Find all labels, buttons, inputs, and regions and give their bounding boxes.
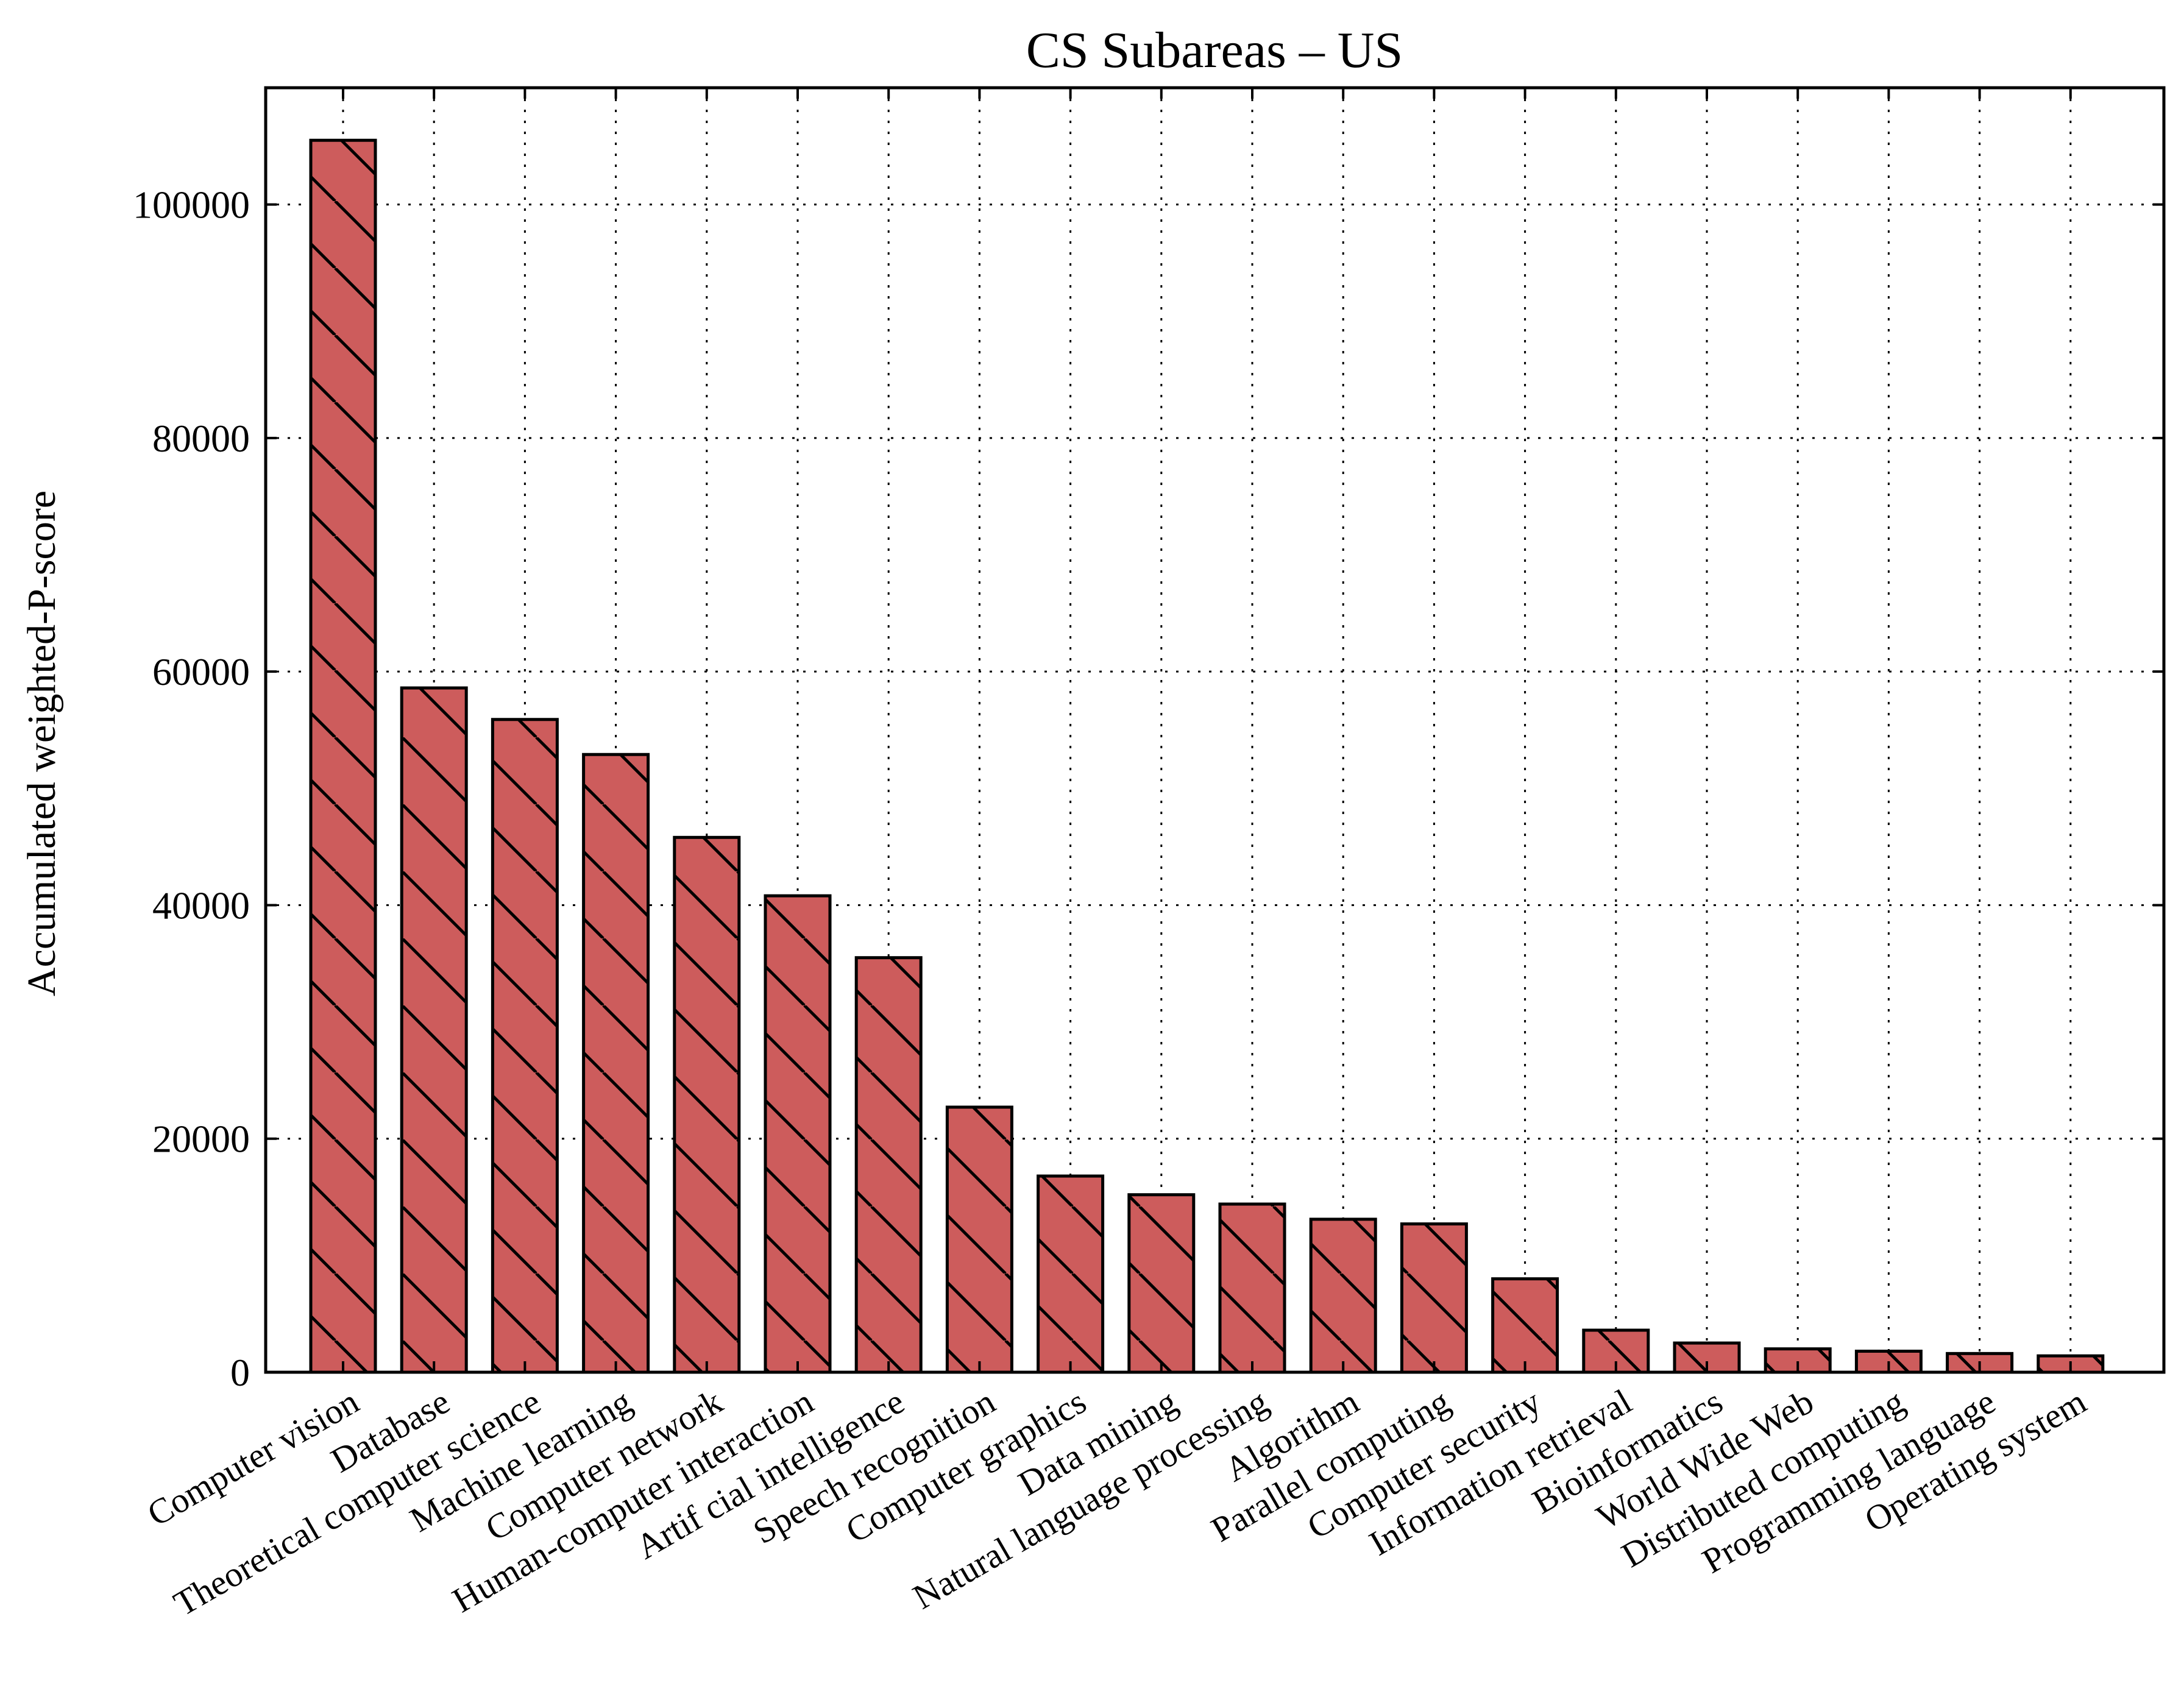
- y-tick-label: 100000: [133, 183, 250, 227]
- bar-outline: [673, 835, 741, 1374]
- bar-outline: [854, 956, 923, 1374]
- bar: [309, 138, 377, 1374]
- y-tick-label: 60000: [152, 650, 250, 693]
- bar: [1400, 1222, 1468, 1374]
- bar: [400, 686, 468, 1374]
- bar: [1218, 1202, 1286, 1374]
- y-tick-label: 0: [230, 1351, 250, 1394]
- bar: [1037, 1174, 1105, 1374]
- bar: [1582, 1328, 1650, 1374]
- grid: [266, 88, 2164, 1372]
- chart-title: CS Subareas – US: [1026, 22, 1403, 79]
- bar-outline: [1218, 1202, 1286, 1374]
- bar-outline: [1400, 1222, 1468, 1374]
- y-tick-label: 80000: [152, 417, 250, 460]
- y-tick-label: 40000: [152, 884, 250, 927]
- plot-frame: [264, 86, 2166, 1374]
- bars: [309, 138, 2105, 1374]
- bar-outline: [945, 1105, 1013, 1374]
- bar: [854, 956, 923, 1374]
- bar-outline: [1037, 1174, 1105, 1374]
- bar: [1491, 1277, 1559, 1374]
- bar: [1309, 1217, 1377, 1374]
- bar-outline: [764, 894, 832, 1374]
- y-axis-label: Accumulated weighted-P-score: [20, 491, 64, 996]
- bar: [764, 894, 832, 1374]
- y-axis-ticks: 0 20000 40000 60000 80000 100000: [133, 183, 2164, 1394]
- bar: [1127, 1193, 1196, 1374]
- bar: [582, 753, 650, 1374]
- bar-outline: [582, 753, 650, 1374]
- bar: [491, 718, 559, 1374]
- bar-outline: [491, 718, 559, 1374]
- bar-outline: [309, 138, 377, 1374]
- bar: [673, 835, 741, 1374]
- bar-outline: [1309, 1217, 1377, 1374]
- bar-outline: [400, 686, 468, 1374]
- bar-outline: [1491, 1277, 1559, 1374]
- y-tick-label: 20000: [152, 1118, 250, 1161]
- bar: [945, 1105, 1013, 1374]
- bar-outline: [1127, 1193, 1196, 1374]
- bar: [1673, 1341, 1741, 1374]
